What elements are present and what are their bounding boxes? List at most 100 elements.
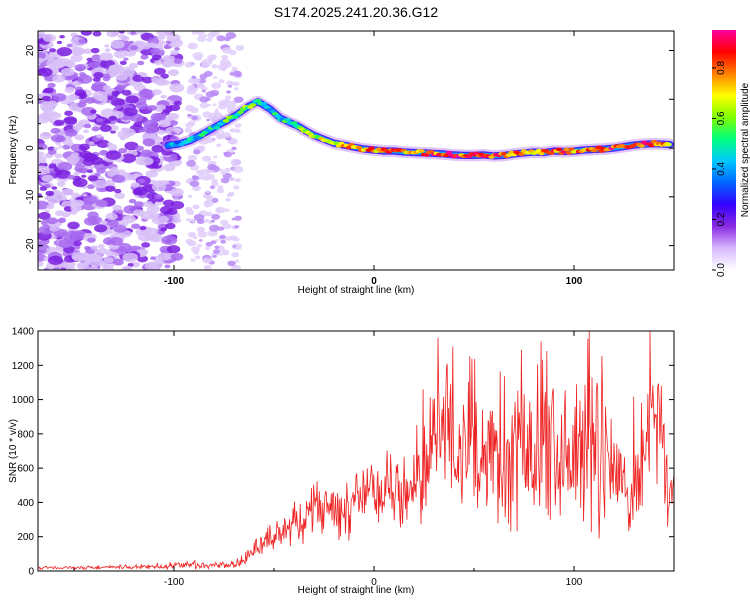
chart-title: S174.2025.241.20.36.G12 xyxy=(274,4,438,20)
noise-blob xyxy=(187,194,193,198)
noise-blob xyxy=(78,38,87,44)
noise-blob xyxy=(218,253,223,256)
noise-blob xyxy=(154,67,166,75)
noise-blob xyxy=(151,182,167,192)
noise-blob xyxy=(195,169,203,175)
noise-blob xyxy=(74,64,86,72)
noise-blob xyxy=(202,111,213,118)
noise-blob xyxy=(71,152,80,158)
ridge-core xyxy=(345,145,353,150)
noise-blob xyxy=(166,208,178,216)
noise-blob xyxy=(123,57,129,61)
noise-blob xyxy=(170,200,185,210)
noise-blob xyxy=(39,131,53,140)
noise-blob xyxy=(44,153,53,159)
noise-blob xyxy=(189,218,196,223)
noise-blob xyxy=(83,195,98,205)
noise-blob xyxy=(233,166,244,173)
noise-blob xyxy=(196,226,205,233)
noise-blob xyxy=(128,62,139,69)
y-tick-label: 400 xyxy=(17,498,34,509)
noise-blob xyxy=(132,209,145,217)
noise-blob xyxy=(99,124,112,132)
noise-blob xyxy=(150,256,156,260)
noise-blob xyxy=(83,129,90,134)
noise-blob xyxy=(64,86,75,93)
noise-blob xyxy=(115,73,128,81)
noise-blob xyxy=(70,192,80,199)
noise-blob xyxy=(109,237,124,246)
spectrogram-y-label: Frequency (Hz) xyxy=(8,116,19,185)
noise-blob xyxy=(192,175,200,181)
x-tick-label: 0 xyxy=(371,276,377,287)
snr-background xyxy=(38,331,674,571)
noise-blob xyxy=(124,141,139,151)
noise-blob xyxy=(226,192,234,198)
snr-x-label: Height of straight line (km) xyxy=(298,585,415,596)
noise-blob xyxy=(70,54,83,63)
y-tick-label: 0 xyxy=(25,145,36,151)
noise-blob xyxy=(87,184,95,190)
noise-blob xyxy=(227,139,235,144)
noise-blob xyxy=(222,61,232,69)
noise-blob xyxy=(105,150,122,161)
noise-blob xyxy=(197,35,207,42)
noise-blob xyxy=(173,58,183,64)
noise-blob xyxy=(213,110,220,115)
noise-blob xyxy=(210,219,216,223)
noise-blob xyxy=(216,209,221,214)
noise-blob xyxy=(114,192,125,200)
noise-blob xyxy=(91,54,102,61)
noise-blob xyxy=(50,127,61,134)
noise-blob xyxy=(216,143,222,147)
noise-blob xyxy=(233,87,239,91)
noise-blob xyxy=(104,48,111,52)
noise-blob xyxy=(80,31,92,36)
noise-blob xyxy=(236,74,241,77)
noise-blob xyxy=(191,75,197,79)
noise-blob xyxy=(51,61,63,69)
spectrogram-ridge xyxy=(162,95,674,162)
ridge-core xyxy=(254,98,262,103)
ridge-core xyxy=(650,139,658,144)
colorbar: 0.0 0.2 0.4 0.6 0.8 Normalized spectral ampl… xyxy=(712,30,750,277)
noise-blob xyxy=(84,153,99,162)
noise-blob xyxy=(110,97,125,107)
noise-blob xyxy=(46,204,55,210)
noise-blob xyxy=(60,67,75,77)
y-tick-label: 10 xyxy=(25,93,36,105)
noise-blob xyxy=(223,151,233,158)
noise-blob xyxy=(158,119,171,128)
noise-blob xyxy=(231,243,243,250)
noise-blob xyxy=(224,167,231,173)
noise-blob xyxy=(169,104,181,112)
ridge-core xyxy=(443,153,450,158)
noise-blob xyxy=(64,128,78,137)
noise-blob xyxy=(42,33,57,43)
noise-blob xyxy=(128,40,135,44)
noise-blob xyxy=(93,72,104,79)
noise-blob xyxy=(224,37,231,42)
noise-blob xyxy=(86,169,93,174)
noise-blob xyxy=(87,175,99,182)
noise-blob xyxy=(169,187,184,197)
noise-blob xyxy=(232,81,240,87)
noise-blob xyxy=(123,107,138,117)
noise-blob xyxy=(218,168,224,172)
noise-blob xyxy=(207,163,217,171)
noise-blob xyxy=(208,224,220,232)
noise-blob xyxy=(139,225,147,231)
ridge-core xyxy=(418,149,425,153)
noise-blob xyxy=(234,128,241,133)
noise-blob xyxy=(206,118,211,122)
noise-blob xyxy=(118,147,128,154)
noise-blob xyxy=(38,57,44,64)
noise-blob xyxy=(38,165,50,175)
noise-blob xyxy=(48,163,58,169)
noise-blob xyxy=(166,33,181,43)
noise-blob xyxy=(160,94,167,99)
noise-blob xyxy=(149,47,161,55)
noise-blob xyxy=(170,252,184,261)
noise-blob xyxy=(233,237,240,242)
